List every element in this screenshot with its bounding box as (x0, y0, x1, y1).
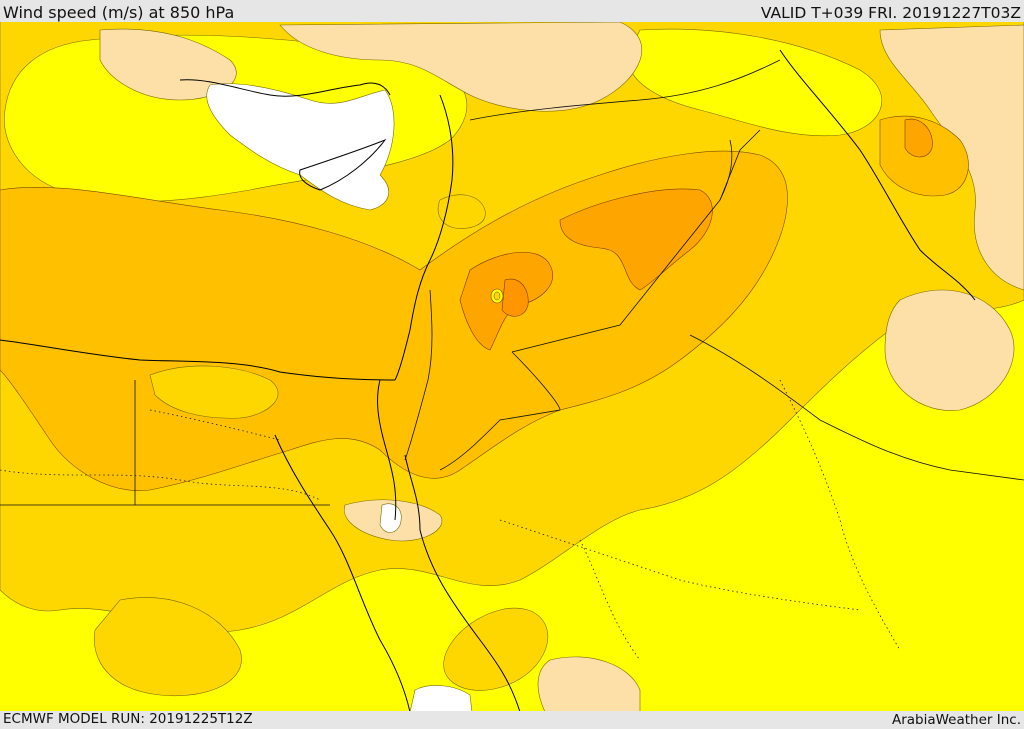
border-admin-2 (499, 519, 861, 611)
map-header: Wind speed (m/s) at 850 hPa VALID T+039 … (0, 0, 1024, 22)
contour-deep-orange-1 (559, 188, 713, 291)
coast-med-north (179, 79, 391, 97)
contour-gold-egypt (149, 365, 279, 419)
border-jordan-saudi (511, 129, 761, 353)
coast-redsea-east (404, 454, 521, 712)
wind-speed-map (0, 20, 1024, 712)
borders (0, 59, 1024, 506)
map-footer: ECMWF MODEL RUN: 20191225T12Z ArabiaWeat… (0, 711, 1024, 729)
coastlines (0, 49, 976, 712)
border-saudi-jordan-south (439, 351, 561, 471)
valid-time: VALID T+039 FRI. 20191227T03Z (760, 4, 1021, 22)
contour-white-south (409, 685, 473, 712)
border-admin-4 (779, 379, 901, 651)
credit: ArabiaWeather Inc. (891, 712, 1021, 728)
contour-white-gulf-aqaba (379, 503, 402, 533)
border-iraq-saudi (689, 334, 1024, 481)
contour-peach-gulf (884, 289, 1015, 411)
contour-peach-south (537, 656, 641, 712)
border-admin-3 (579, 539, 641, 661)
border-israel-jordan (404, 289, 433, 461)
map-title: Wind speed (m/s) at 850 hPa (3, 3, 235, 22)
contour-gold-sinai (437, 194, 486, 229)
contour-center-inner (493, 291, 501, 301)
coast-cyprus (299, 138, 387, 191)
contour-white-cyprus (206, 83, 395, 211)
contour-yellow-northeast (628, 28, 882, 137)
contour-deep-orange-3 (904, 118, 933, 158)
coast-levant (394, 94, 454, 381)
coast-egypt-north (0, 339, 396, 381)
borders-dotted (0, 379, 901, 661)
border-syria-turkey (469, 59, 781, 121)
coast-gulf-suez (377, 379, 397, 521)
contour-peach-anatolia (279, 21, 642, 112)
border-syria-iraq (719, 139, 733, 201)
border-admin-1 (0, 469, 321, 501)
coast-gulf-east (779, 49, 976, 301)
contour-deepest-core (501, 278, 529, 317)
coast-redsea-west (274, 434, 411, 712)
contour-southwest-patch (93, 597, 242, 697)
model-run: ECMWF MODEL RUN: 20191225T12Z (3, 711, 253, 727)
contour-south-patch (443, 607, 549, 691)
